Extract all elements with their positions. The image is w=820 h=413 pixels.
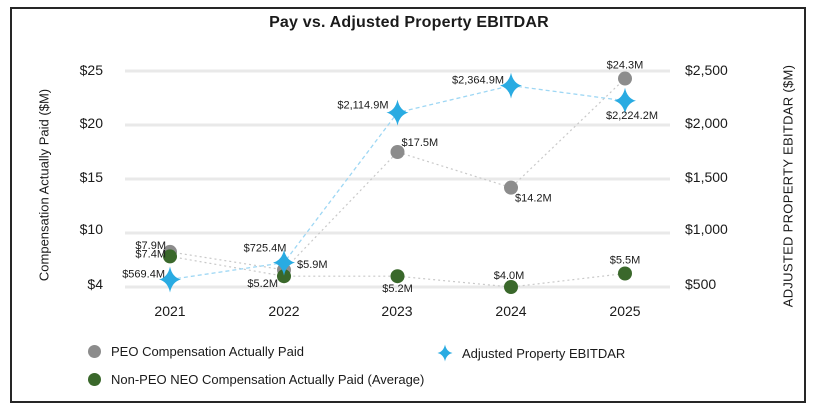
left-axis-tick: $20 — [79, 115, 103, 132]
data-point-marker — [500, 72, 522, 99]
x-axis-tick: 2025 — [609, 303, 641, 319]
data-point-label: $7.9M — [135, 240, 166, 252]
legend-item-non-peo: Non-PEO NEO Compensation Actually Paid (… — [88, 372, 424, 387]
data-point-marker — [504, 280, 518, 294]
right-axis-title: ADJUSTED PROPERTY EBITDAR ($M) — [780, 64, 796, 308]
data-point-marker — [618, 266, 632, 281]
data-point-label: $5.5M — [610, 255, 641, 267]
data-point-marker — [618, 71, 632, 86]
chart-frame — [10, 7, 806, 403]
data-point-marker — [273, 249, 295, 276]
legend-label: Adjusted Property EBITDAR — [462, 345, 626, 361]
data-point-label: $2,114.9M — [337, 100, 388, 112]
data-point-label: $2,364.9M — [452, 75, 504, 87]
data-point-label: $4.0M — [494, 270, 525, 282]
data-point-label: $5.2M — [382, 283, 413, 295]
data-point-marker — [386, 99, 409, 126]
peo-dot-icon — [88, 345, 101, 358]
right-axis-tick: $500 — [685, 276, 717, 293]
data-point-label: $5.9M — [297, 259, 328, 271]
left-axis-tick: $15 — [79, 169, 103, 186]
non-peo-dot-icon — [88, 373, 101, 386]
data-point-label: $569.4M — [122, 269, 165, 281]
data-point-label: $17.5M — [402, 137, 439, 149]
data-point-label: $5.2M — [247, 278, 278, 290]
x-axis-tick: 2022 — [268, 303, 300, 319]
right-axis-tick: $1,000 — [685, 221, 728, 238]
data-point-marker — [614, 87, 636, 114]
legend-item-peo: PEO Compensation Actually Paid — [88, 344, 304, 359]
series-line — [169, 255, 626, 288]
data-point-marker — [390, 145, 405, 159]
x-axis-tick: 2024 — [495, 303, 527, 319]
left-axis-tick: $25 — [79, 62, 103, 79]
data-point-label: $7.4M — [135, 248, 166, 260]
data-point-label: $14.2M — [515, 193, 552, 205]
legend-label: PEO Compensation Actually Paid — [111, 344, 304, 359]
legend-label: Non-PEO NEO Compensation Actually Paid (… — [111, 372, 425, 387]
data-point-marker — [159, 266, 181, 293]
legend-item-ebitdar: Adjusted Property EBITDAR — [436, 344, 625, 362]
data-point-marker — [504, 180, 518, 195]
data-point-label: $24.3M — [607, 60, 644, 72]
left-axis-tick: $4 — [87, 276, 103, 293]
ebitdar-star-icon — [437, 344, 453, 362]
chart-title: Pay vs. Adjusted Property EBITDAR — [269, 14, 549, 31]
x-axis-tick: 2021 — [154, 303, 186, 319]
data-point-marker — [390, 269, 405, 284]
right-axis-tick: $2,000 — [685, 115, 728, 132]
right-axis-tick: $1,500 — [685, 169, 728, 186]
series-line — [169, 78, 626, 271]
data-point-marker — [277, 269, 291, 284]
data-point-label: $2,224.2M — [606, 110, 658, 122]
left-axis-tick: $10 — [79, 221, 103, 238]
left-axis-title: Compensation Actually Paid ($M) — [36, 88, 52, 282]
x-axis-tick: 2023 — [381, 303, 413, 319]
data-point-label: $725.4M — [244, 243, 287, 255]
right-axis-tick: $2,500 — [685, 62, 728, 79]
data-point-marker — [163, 249, 177, 264]
